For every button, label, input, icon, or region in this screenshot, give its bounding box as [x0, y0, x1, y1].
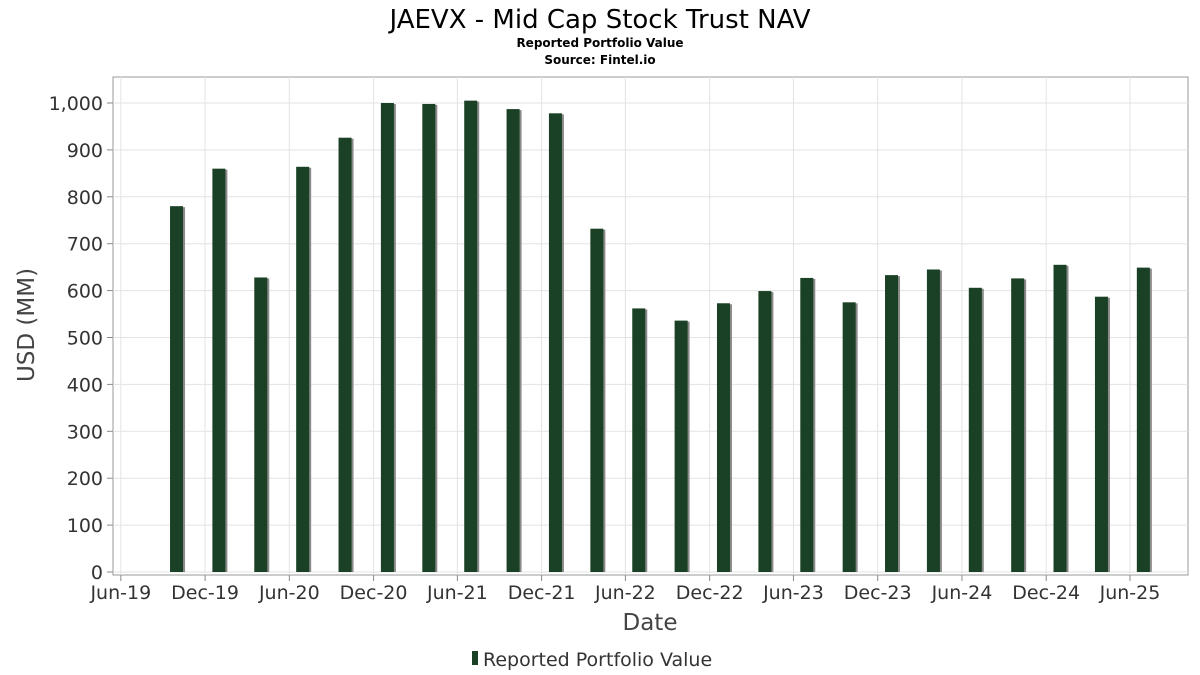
bar [758, 291, 772, 572]
y-axis: 0 100 200 300 400 500 600 700 800 900 1,000 [49, 93, 113, 584]
bar [170, 206, 184, 572]
bar [842, 302, 856, 572]
bar [800, 277, 814, 572]
bar [548, 113, 562, 573]
plot-area [112, 76, 1189, 576]
y-tick-label: 0 [91, 562, 103, 584]
x-tick-label: Jun-25 [1099, 582, 1161, 604]
bars-layer [170, 100, 1152, 573]
x-axis: Jun-19 Dec-19 Jun-20 Dec-20 Jun-21 Dec-21 Jun-… [89, 575, 1160, 604]
legend-swatch [472, 651, 478, 665]
x-tick-label: Dec-21 [508, 582, 576, 604]
bar [926, 269, 940, 572]
bar [1136, 267, 1150, 572]
bar [968, 287, 982, 572]
bar [716, 303, 730, 572]
bar [422, 103, 436, 573]
x-tick-label: Dec-24 [1012, 582, 1080, 604]
y-tick-label: 800 [67, 187, 103, 209]
bar [212, 168, 226, 572]
bar [254, 277, 268, 572]
legend: Reported Portfolio Value [472, 649, 712, 671]
x-tick-label: Jun-22 [594, 582, 656, 604]
bar [1053, 264, 1067, 572]
y-tick-label: 1,000 [49, 93, 103, 115]
bar [1094, 296, 1108, 572]
bar [380, 103, 394, 572]
chart-subtitle: Reported Portfolio Value [516, 36, 683, 50]
chart-source: Source: Fintel.io [544, 53, 655, 67]
x-axis-label: Date [623, 610, 678, 636]
bar [674, 320, 688, 572]
y-tick-label: 500 [67, 328, 103, 350]
bar [464, 100, 478, 572]
y-tick-label: 100 [67, 515, 103, 537]
y-tick-label: 300 [67, 421, 103, 443]
x-tick-label: Jun-19 [89, 582, 151, 604]
bar [590, 228, 604, 572]
chart-title: JAEVX - Mid Cap Stock Trust NAV [387, 5, 810, 35]
bar [632, 308, 646, 572]
bar [1011, 278, 1025, 572]
x-tick-label: Jun-20 [258, 582, 320, 604]
x-tick-label: Jun-21 [426, 582, 488, 604]
grid-layer [113, 77, 1188, 575]
x-tick-label: Dec-23 [844, 582, 912, 604]
y-tick-label: 600 [67, 281, 103, 303]
bar [506, 109, 520, 573]
x-tick-label: Jun-24 [931, 582, 993, 604]
x-tick-label: Dec-20 [340, 582, 408, 604]
bar [885, 275, 899, 572]
x-tick-label: Dec-22 [676, 582, 744, 604]
y-axis-label: USD (MM) [14, 268, 40, 382]
legend-label: Reported Portfolio Value [483, 649, 712, 671]
y-tick-label: 700 [67, 234, 103, 256]
bar [296, 166, 310, 572]
y-tick-label: 400 [67, 374, 103, 396]
bar [338, 137, 352, 572]
x-tick-label: Dec-19 [171, 582, 239, 604]
y-tick-label: 900 [67, 140, 103, 162]
x-tick-label: Jun-23 [762, 582, 824, 604]
y-tick-label: 200 [67, 468, 103, 490]
